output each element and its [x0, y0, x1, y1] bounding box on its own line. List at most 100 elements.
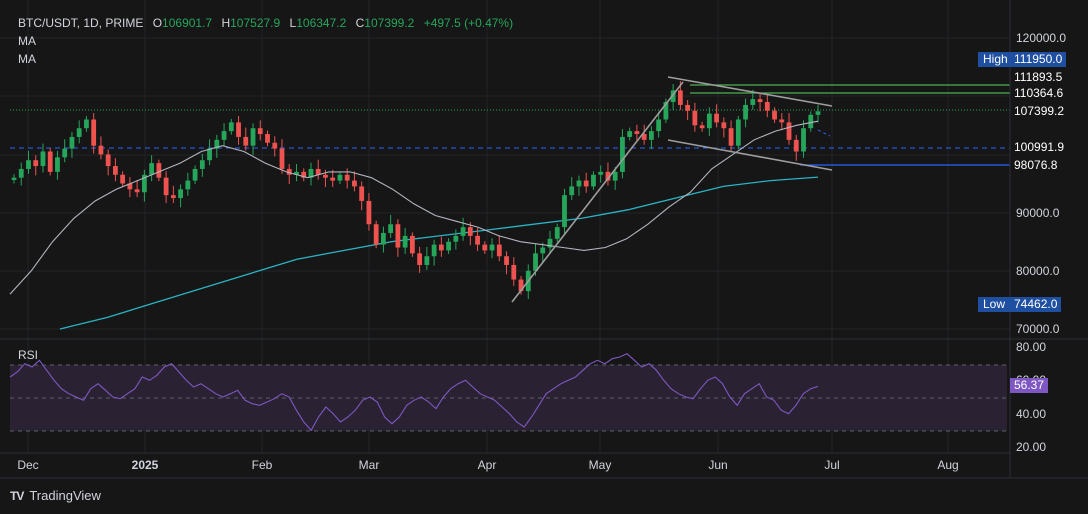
open-value: 106901.7	[162, 16, 213, 30]
candle-body-78	[576, 180, 582, 187]
candle-body-103	[757, 99, 763, 103]
price-tag-last: 107399.2	[1014, 104, 1065, 118]
candle-body-27	[207, 148, 212, 161]
candle-body-17	[134, 189, 140, 193]
candle-body-37	[279, 148, 285, 169]
candle-body-6	[55, 157, 60, 172]
ma-fast-line	[9, 120, 819, 295]
candle-body-13	[105, 154, 111, 167]
candle-body-65	[482, 244, 488, 251]
candle-body-80	[591, 174, 596, 187]
candle-body-98	[721, 122, 727, 129]
candle-body-60	[446, 241, 451, 251]
candle-body-64	[475, 235, 480, 245]
candle-body-50	[373, 224, 379, 245]
candle-body-99	[728, 128, 734, 146]
price-tag-ma-slow: 96099.7	[1014, 176, 1058, 190]
candle-body-19	[149, 163, 155, 175]
x-tick-label-2: Feb	[252, 458, 273, 472]
ma-slow-series	[59, 176, 819, 330]
candle-body-59	[438, 244, 444, 251]
symbol-name[interactable]: BTC/USDT, 1D, PRIME	[18, 16, 144, 30]
x-tick-label-0: Dec	[17, 458, 38, 472]
candle-body-0	[11, 177, 17, 181]
candle-body-52	[388, 224, 394, 233]
rsi-legend[interactable]: RSI	[18, 348, 39, 362]
candle-body-42	[315, 168, 321, 175]
ma-legend-2[interactable]: MA	[18, 52, 36, 66]
channel-top	[667, 76, 833, 107]
candle-body-14	[113, 166, 118, 175]
symbol-legend[interactable]: BTC/USDT, 1D, PRIME O106901.7 H107527.9 …	[18, 15, 513, 31]
high-marker-label: High	[978, 52, 1013, 67]
candle-body-54	[402, 235, 408, 248]
candles	[11, 81, 821, 300]
candle-body-63	[467, 227, 473, 236]
x-tick-label-3: Mar	[359, 458, 380, 472]
candle-body-46	[344, 174, 350, 181]
candle-body-24	[185, 180, 191, 190]
x-tick-label-4: Apr	[478, 458, 497, 472]
candle-body-51	[381, 232, 386, 245]
candle-body-34	[257, 128, 263, 135]
rsi-series	[9, 353, 819, 432]
rsi-value-tag: 56.37	[1010, 378, 1049, 393]
candle-body-79	[583, 180, 589, 187]
open-label: O	[152, 16, 163, 30]
candle-body-47	[352, 180, 357, 187]
candle-body-16	[127, 183, 133, 190]
candle-body-38	[286, 168, 292, 175]
candle-body-35	[265, 134, 270, 143]
candle-body-31	[236, 122, 241, 137]
trendlines	[511, 76, 833, 303]
candle-body-41	[308, 168, 314, 178]
candle-body-76	[562, 195, 567, 228]
candle-body-29	[221, 131, 227, 140]
trendline-up	[511, 81, 684, 303]
candle-body-62	[460, 227, 466, 236]
high-marker-value: 111950.0	[1010, 52, 1067, 67]
price-tag-level-3: 100991.9	[1014, 140, 1065, 154]
candle-body-22	[170, 195, 176, 199]
low-label: L	[289, 16, 297, 30]
candle-body-68	[504, 256, 509, 265]
candle-body-104	[764, 102, 770, 111]
candle-body-82	[605, 171, 611, 181]
candle-body-43	[323, 174, 328, 178]
candle-body-58	[431, 244, 437, 257]
candle-body-91	[670, 90, 676, 103]
candle-body-36	[272, 142, 278, 149]
x-axis[interactable]: Dec 2025 Feb Mar Apr May Jun Jul Aug	[17, 458, 958, 472]
candle-body-77	[569, 186, 575, 196]
close-label: C	[355, 16, 365, 30]
candle-body-11	[91, 119, 97, 146]
tradingview-logo-icon: TV	[10, 488, 24, 503]
candle-body-18	[141, 174, 147, 193]
candle-body-39	[294, 171, 299, 175]
candle-body-40	[301, 171, 307, 178]
price-tag-level-2: 110364.6	[1014, 86, 1064, 100]
y-axis[interactable]: 120000.090000.080000.070000.080.0060.004…	[1016, 31, 1066, 454]
candle-body-90	[663, 102, 669, 120]
y-tick-label-7: 20.00	[1016, 440, 1046, 454]
candle-body-7	[62, 148, 68, 158]
candle-body-45	[337, 174, 343, 181]
candle-body-53	[395, 224, 401, 248]
tradingview-brand[interactable]: TV TradingView	[10, 488, 101, 503]
candle-body-100	[735, 119, 741, 146]
candle-body-10	[84, 119, 89, 129]
candle-body-33	[250, 128, 256, 146]
candle-body-106	[779, 119, 785, 123]
ma-slow-line	[59, 176, 819, 330]
candle-body-108	[793, 139, 799, 152]
high-label: H	[221, 16, 231, 30]
ma-legend-1[interactable]: MA	[18, 34, 36, 48]
x-tick-label-7: Jul	[824, 458, 839, 472]
candle-body-69	[511, 264, 517, 280]
y-tick-label-4: 80.00	[1016, 340, 1046, 354]
candle-body-74	[547, 238, 553, 248]
candle-body-23	[178, 189, 183, 199]
candle-body-85	[627, 131, 633, 137]
y-tick-label-1: 90000.0	[1016, 206, 1060, 220]
